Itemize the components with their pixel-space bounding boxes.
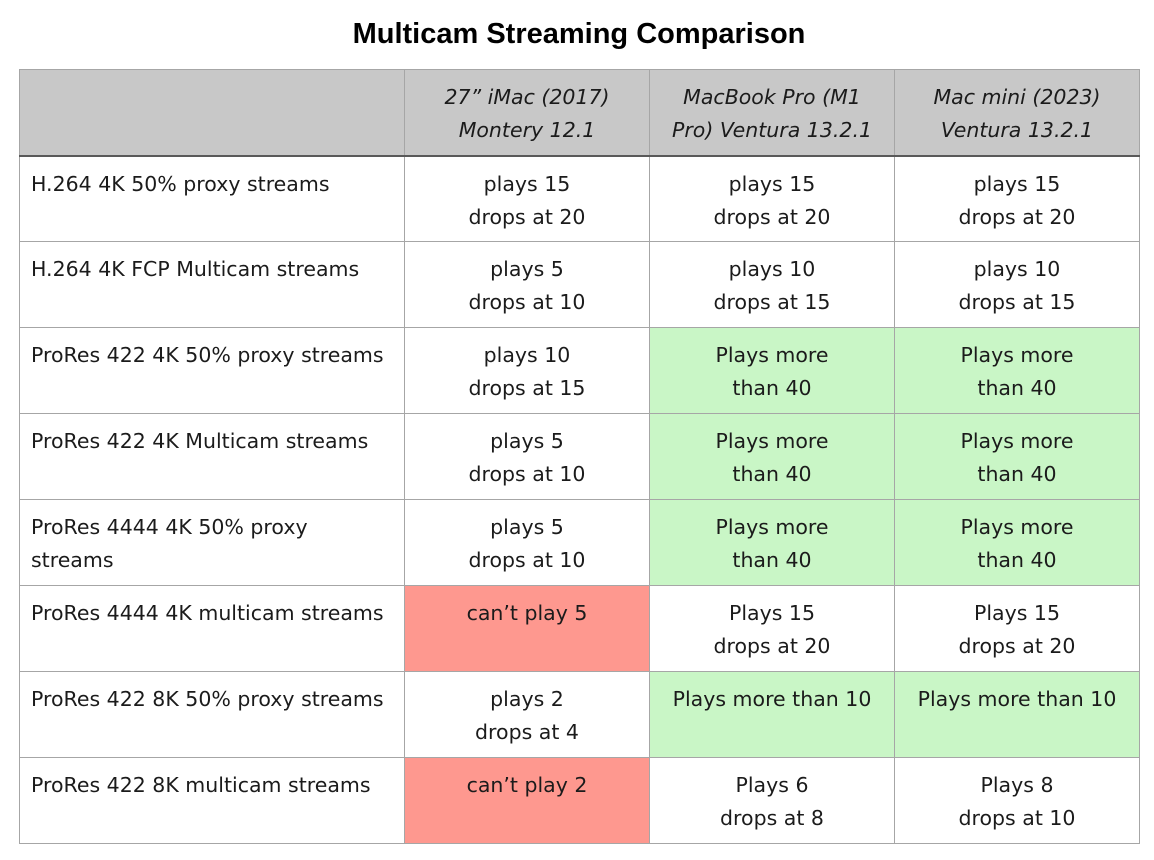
- result-cell: Plays more than 10: [649, 671, 895, 758]
- result-cell: Plays more than 40: [649, 327, 895, 414]
- result-cell: plays 10 drops at 15: [404, 327, 650, 414]
- result-line1: Plays more: [960, 343, 1074, 367]
- result-line1: plays 15: [728, 171, 816, 196]
- table-row: ProRes 422 4K 50% proxy streams plays 10 d…: [19, 327, 1140, 414]
- result-cell: Plays more than 40: [894, 499, 1140, 586]
- column-header: MacBook Pro (M1 Pro) Ventura 13.2.1: [649, 69, 895, 157]
- result-cell: plays 10 drops at 15: [649, 241, 895, 328]
- column-header-line1: 27” iMac (2017): [444, 85, 610, 109]
- row-label: ProRes 422 8K multicam streams: [19, 757, 405, 844]
- row-label: H.264 4K FCP Multicam streams: [19, 241, 405, 328]
- result-line1: Plays more: [715, 429, 829, 453]
- result-cell: plays 5 drops at 10: [404, 413, 650, 500]
- result-line2: drops at 10: [468, 462, 586, 486]
- result-cell: Plays 15 drops at 20: [894, 585, 1140, 672]
- result-line1: can’t play 5: [466, 601, 588, 625]
- result-line2: drops at 15: [468, 376, 586, 400]
- comparison-table: 27” iMac (2017) Montery 12.1 MacBook Pro…: [19, 69, 1140, 844]
- row-label: ProRes 422 4K Multicam streams: [19, 413, 405, 500]
- result-line2: drops at 20: [713, 634, 831, 658]
- result-line1: plays 10: [728, 257, 816, 281]
- result-line1: Plays more than 10: [917, 687, 1117, 711]
- result-line2: drops at 15: [713, 290, 831, 314]
- result-cell: Plays more than 40: [894, 413, 1140, 500]
- column-header-line2: Pro) Ventura 13.2.1: [671, 118, 872, 142]
- table-row: H.264 4K 50% proxy streams plays 15 drops …: [19, 155, 1140, 242]
- result-line1: plays 10: [483, 343, 571, 367]
- result-line1: Plays 8: [980, 773, 1054, 797]
- column-header-line2: Montery 12.1: [458, 118, 596, 142]
- result-line2: than 40: [977, 462, 1057, 486]
- row-label: ProRes 422 8K 50% proxy streams: [19, 671, 405, 758]
- result-cell: plays 15 drops at 20: [649, 155, 895, 242]
- result-cell: Plays 6 drops at 8: [649, 757, 895, 844]
- result-line1: can’t play 2: [466, 773, 588, 797]
- result-cell: Plays 8 drops at 10: [894, 757, 1140, 844]
- result-line2: drops at 10: [468, 290, 586, 314]
- result-line1: plays 5: [490, 257, 564, 281]
- header-row: 27” iMac (2017) Montery 12.1 MacBook Pro…: [19, 69, 1140, 157]
- result-line2: than 40: [732, 548, 812, 572]
- result-cell: plays 2 drops at 4: [404, 671, 650, 758]
- result-line1: Plays 15: [728, 601, 816, 625]
- result-cell: plays 15 drops at 20: [894, 155, 1140, 242]
- result-cell: Plays more than 10: [894, 671, 1140, 758]
- column-header-line1: MacBook Pro (M1: [683, 85, 861, 109]
- result-line1: plays 5: [490, 429, 564, 453]
- result-line1: plays 15: [973, 171, 1061, 196]
- result-line2: drops at 10: [468, 548, 586, 572]
- row-label: ProRes 4444 4K multicam streams: [19, 585, 405, 672]
- result-line2: drops at 8: [720, 806, 824, 830]
- result-line2: than 40: [732, 462, 812, 486]
- column-header: 27” iMac (2017) Montery 12.1: [404, 69, 650, 157]
- result-cell: can’t play 5: [404, 585, 650, 672]
- result-line2: drops at 10: [958, 806, 1076, 830]
- result-line1: plays 5: [490, 515, 564, 539]
- table-row: ProRes 4444 4K multicam streams can’t pla…: [19, 585, 1140, 672]
- result-line1: Plays more: [960, 429, 1074, 453]
- row-label: ProRes 4444 4K 50% proxy streams: [19, 499, 405, 586]
- result-line2: drops at 20: [958, 634, 1076, 658]
- result-line2: than 40: [732, 376, 812, 400]
- table-row: ProRes 4444 4K 50% proxy streams plays 5 d…: [19, 499, 1140, 586]
- result-cell: plays 5 drops at 10: [404, 499, 650, 586]
- result-line1: plays 15: [483, 171, 571, 196]
- result-line2: than 40: [977, 376, 1057, 400]
- result-line1: plays 10: [973, 257, 1061, 281]
- result-line1: Plays more than 10: [672, 687, 872, 711]
- page-title: Multicam Streaming Comparison: [352, 18, 806, 50]
- result-cell: can’t play 2: [404, 757, 650, 844]
- row-label: H.264 4K 50% proxy streams: [19, 155, 405, 242]
- result-line1: Plays more: [715, 515, 829, 539]
- result-cell: Plays more than 40: [649, 413, 895, 500]
- header-corner-cell: [19, 69, 405, 157]
- result-line1: plays 2: [490, 687, 564, 711]
- result-line1: Plays more: [715, 343, 829, 367]
- row-label: ProRes 422 4K 50% proxy streams: [19, 327, 405, 414]
- result-line1: Plays 6: [735, 773, 809, 797]
- result-cell: plays 15 drops at 20: [404, 155, 650, 242]
- column-header-line1: Mac mini (2023): [933, 85, 1101, 109]
- result-line2: drops at 15: [958, 290, 1076, 314]
- table-row: H.264 4K FCP Multicam streams plays 5 drop…: [19, 241, 1140, 328]
- result-line2: than 40: [977, 548, 1057, 572]
- column-header-line2: Ventura 13.2.1: [940, 118, 1094, 142]
- result-line2: drops at 4: [475, 720, 579, 744]
- result-cell: plays 5 drops at 10: [404, 241, 650, 328]
- result-cell: plays 10 drops at 15: [894, 241, 1140, 328]
- result-line1: Plays more: [960, 515, 1074, 539]
- result-line2: drops at 20: [713, 204, 831, 229]
- table-row: ProRes 422 8K 50% proxy streams plays 2 dr…: [19, 671, 1140, 758]
- result-line2: drops at 20: [468, 204, 586, 229]
- result-line1: Plays 15: [973, 601, 1061, 625]
- result-cell: Plays more than 40: [894, 327, 1140, 414]
- result-line2: drops at 20: [958, 204, 1076, 229]
- table-row: ProRes 422 8K multicam streams can’t play…: [19, 757, 1140, 844]
- table-row: ProRes 422 4K Multicam streams plays 5 dro…: [19, 413, 1140, 500]
- result-cell: Plays 15 drops at 20: [649, 585, 895, 672]
- result-cell: Plays more than 40: [649, 499, 895, 586]
- column-header: Mac mini (2023) Ventura 13.2.1: [894, 69, 1140, 157]
